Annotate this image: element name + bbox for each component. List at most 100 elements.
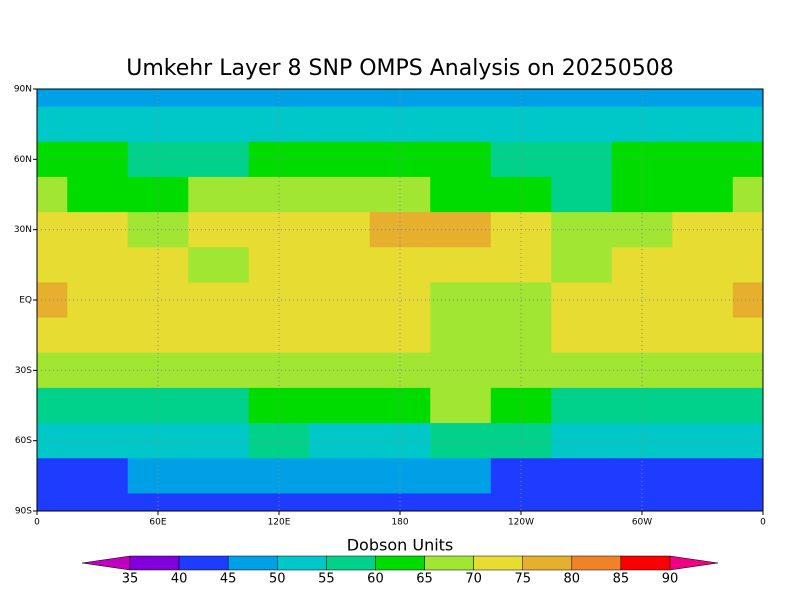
field-cell [611,176,673,213]
field-cell [672,106,734,143]
field-cell [37,458,68,494]
y-tick-label: 60S [15,436,32,446]
field-cell [672,247,734,283]
field-cell [248,89,310,108]
field-cell [369,352,431,389]
field-cell [672,493,734,511]
colorbar-box [424,555,474,571]
field-cell [37,317,68,354]
colorbar-over [669,555,719,571]
field-cell [248,352,310,389]
field-cell [188,317,250,354]
colorbar-label: 70 [465,572,482,587]
field-cell [248,317,310,354]
colorbar-label: 75 [514,572,531,587]
field-cell [430,141,492,178]
field-cell [309,387,371,424]
x-tick-label: 180 [391,518,408,528]
field-cell [188,493,250,511]
colorbar-box [620,555,671,571]
field-cell [37,352,68,389]
plot-frame [36,88,764,512]
field-cell [611,89,673,108]
field-cell [490,493,552,511]
field-cell [67,176,129,213]
field-cell [551,493,613,511]
y-tick-label: 30S [15,366,32,376]
field-cell [369,176,431,213]
field-cell [430,387,492,424]
field-cell [248,493,310,511]
field-cell [67,458,129,494]
field-cell [672,141,734,178]
field-cell [248,106,310,143]
colorbar-label: 65 [416,572,433,587]
field-cell [490,176,552,213]
field-cell [67,493,129,511]
colorbar-label: 55 [318,572,335,587]
field-cell [490,89,552,108]
field-cell [490,458,552,494]
field-cell [369,458,431,494]
field-cell [551,176,613,213]
field-cell [369,282,431,319]
field-cell [309,282,371,319]
field-cell [369,89,431,108]
field-cell [37,282,68,319]
field-cell [551,89,613,108]
field-cell [248,282,310,319]
field-cell [732,493,763,511]
field-cell [309,141,371,178]
field-cell [732,89,763,108]
field-cell [309,493,371,511]
field-cell [672,176,734,213]
x-tick-label: 60E [149,518,166,528]
field-cell [672,387,734,424]
field-cell [430,282,492,319]
colorbar-label: 85 [613,572,630,587]
field-cell [430,89,492,108]
field-cell [127,282,189,319]
field-cell [732,247,763,283]
field-cell [672,423,734,459]
field-cell [188,458,250,494]
x-tick-label: 0 [760,518,766,528]
colorbar-label: 60 [367,572,384,587]
field-cell [127,176,189,213]
field-cell [611,282,673,319]
field-cell [67,387,129,424]
field-cell [611,141,673,178]
field-cell [188,212,250,248]
field-cell [732,387,763,424]
field-cell [309,423,371,459]
field-cell [369,106,431,143]
colorbar-label: 50 [269,572,286,587]
y-tick-label: EQ [19,296,32,306]
field-cell [732,317,763,354]
field-cell [309,89,371,108]
field-cell [551,106,613,143]
field-cell [37,212,68,248]
field-cell [732,106,763,143]
x-tick-label: 0 [34,518,40,528]
colorbar-box [277,555,327,571]
field-cell [672,282,734,319]
field-cell [309,247,371,283]
field-cell [430,352,492,389]
field-cell [309,212,371,248]
field-cell [188,141,250,178]
field-cell [37,141,68,178]
field-cell [369,317,431,354]
field-cell [430,317,492,354]
field-cell [37,387,68,424]
field-cell [672,458,734,494]
field-cell [188,247,250,283]
field-cell [127,352,189,389]
field-cell [188,89,250,108]
field-cell [672,89,734,108]
field-cell [309,106,371,143]
field-cell [672,212,734,248]
field-cell [611,352,673,389]
field-cell [732,458,763,494]
